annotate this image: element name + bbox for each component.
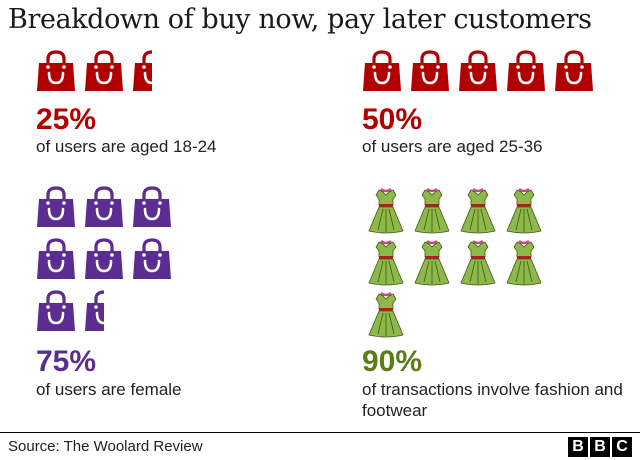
- age-25-36-icon-grid: [362, 50, 602, 96]
- bbc-logo-letter: C: [612, 437, 632, 457]
- fashion-percent: 90%: [362, 345, 423, 378]
- dress-icon: [460, 240, 496, 286]
- footer-divider: [0, 432, 640, 433]
- dress-icon: [506, 188, 542, 234]
- shopping-bag-icon: [85, 50, 123, 91]
- dress-icon: [368, 188, 404, 234]
- age-18-24-pictogram: [37, 50, 152, 91]
- dress-icon: [460, 188, 496, 234]
- shopping-bag-icon: [85, 290, 104, 331]
- dress-icon: [506, 240, 542, 286]
- age-18-24-percent: 25%: [36, 103, 97, 136]
- shopping-bag-icon: [37, 186, 75, 227]
- shopping-bag-icon: [85, 238, 123, 279]
- shopping-bag-icon: [37, 238, 75, 279]
- shopping-bag-icon: [133, 186, 171, 227]
- female-pictogram: [37, 186, 171, 331]
- source-note: Source: The Woolard Review: [8, 438, 203, 455]
- age-25-36-pictogram: [363, 50, 593, 91]
- female-percent: 75%: [36, 345, 97, 378]
- shopping-bag-icon: [133, 238, 171, 279]
- dress-icon: [414, 240, 450, 286]
- shopping-bag-icon: [37, 290, 75, 331]
- bbc-logo-letter: B: [568, 437, 588, 457]
- dress-icon: [414, 188, 450, 234]
- shopping-bag-icon: [555, 50, 593, 91]
- bbc-logo-letter: B: [590, 437, 610, 457]
- shopping-bag-icon: [363, 50, 401, 91]
- dress-icon: [368, 292, 404, 338]
- shopping-bag-icon: [459, 50, 497, 91]
- shopping-bag-icon: [133, 50, 152, 91]
- fashion-icon-grid: [366, 186, 566, 338]
- chart-title: Breakdown of buy now, pay later customer…: [8, 4, 592, 35]
- shopping-bag-icon: [85, 186, 123, 227]
- age-25-36-percent: 50%: [362, 103, 423, 136]
- dress-icon: [368, 240, 404, 286]
- footer: Source: The Woolard Review B B C: [0, 432, 640, 460]
- age-25-36-description: of users are aged 25-36: [362, 137, 543, 156]
- fashion-description: of transactions involve fashion and foot…: [362, 380, 623, 420]
- shopping-bag-icon: [411, 50, 449, 91]
- bbc-logo: B B C: [568, 437, 632, 457]
- fashion-pictogram: [368, 188, 542, 338]
- shopping-bag-icon: [37, 50, 75, 91]
- shopping-bag-icon: [507, 50, 545, 91]
- female-description: of users are female: [36, 380, 182, 399]
- age-18-24-icon-grid: [36, 50, 156, 96]
- female-icon-grid: [36, 186, 186, 336]
- age-18-24-description: of users are aged 18-24: [36, 137, 217, 156]
